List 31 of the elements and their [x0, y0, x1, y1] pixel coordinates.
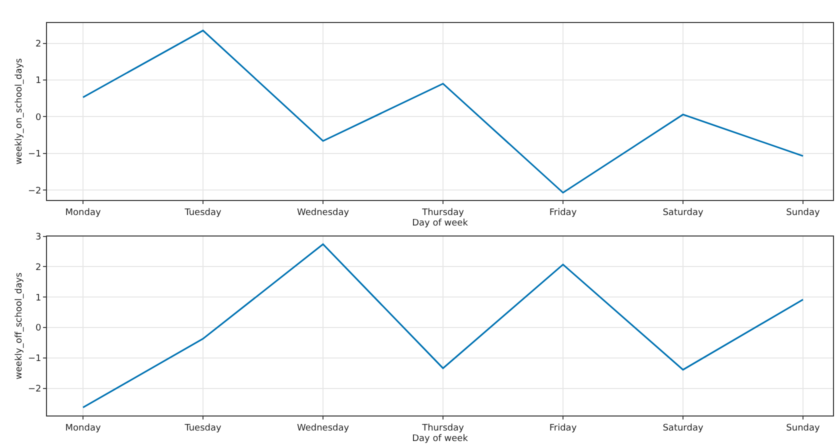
y-tick-label: −1 [28, 354, 42, 364]
line-series [82, 243, 804, 408]
x-tick-label: Thursday [421, 423, 465, 434]
y-axis-title: weekly_off_school_days [14, 272, 24, 380]
y-tick-label: −1 [28, 150, 42, 160]
x-tick-label: Thursday [421, 208, 465, 218]
line-series [82, 30, 804, 194]
x-axis-title: Day of week [412, 434, 469, 444]
x-tick-label: Tuesday [184, 208, 222, 218]
y-tick-label: 2 [36, 40, 42, 50]
x-tick-label: Monday [65, 423, 102, 434]
y-tick-label: 1 [36, 76, 42, 86]
x-tick-label: Sunday [786, 208, 821, 218]
y-axis-title: weekly_on_school_days [14, 58, 24, 165]
x-tick-label: Wednesday [296, 208, 350, 218]
y-tick-label: 3 [36, 232, 42, 242]
y-tick-label: −2 [28, 384, 42, 394]
x-tick-label: Tuesday [184, 423, 222, 434]
x-tick-label: Wednesday [296, 423, 350, 434]
x-axis-title: Day of week [412, 218, 469, 229]
y-tick-label: 2 [36, 262, 42, 273]
x-tick-label: Saturday [662, 208, 704, 218]
x-tick-label: Friday [549, 423, 578, 434]
y-tick-label: −2 [28, 186, 42, 196]
x-tick-label: Saturday [662, 423, 704, 434]
y-tick-label: 0 [36, 324, 42, 334]
y-tick-label: 1 [36, 293, 42, 304]
y-tick-label: 0 [36, 112, 42, 123]
x-tick-label: Monday [65, 208, 102, 218]
x-tick-label: Sunday [786, 423, 821, 434]
x-tick-label: Friday [549, 208, 578, 218]
